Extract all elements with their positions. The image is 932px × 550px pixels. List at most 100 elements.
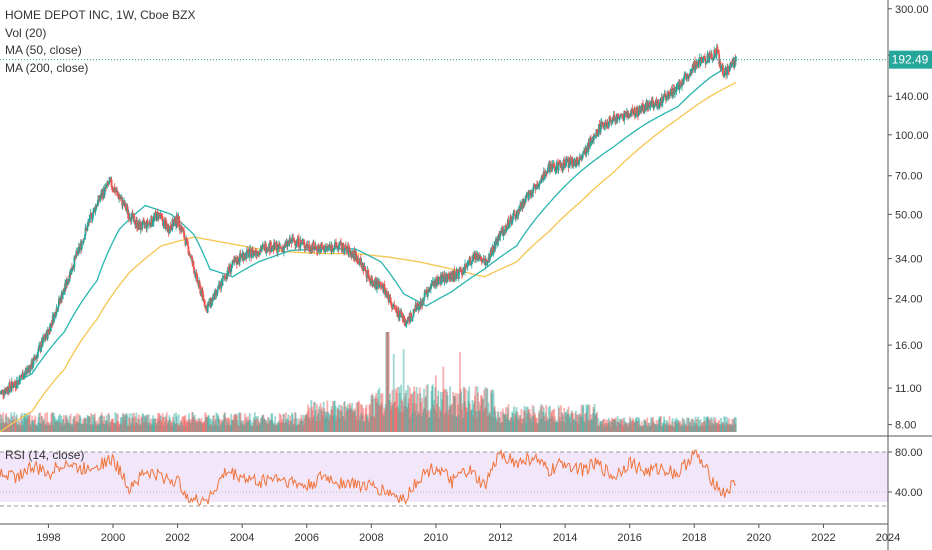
volume-bar xyxy=(728,418,731,432)
volume-bar xyxy=(245,419,248,432)
candle-body xyxy=(315,247,318,252)
candle-body xyxy=(126,206,129,215)
volume-bar xyxy=(537,422,540,432)
main-legend: HOME DEPOT INC, 1W, Cboe BZX Vol (20) MA… xyxy=(5,7,196,77)
volume-bar xyxy=(22,417,25,432)
volume-bar xyxy=(559,421,562,432)
volume-bar xyxy=(219,420,222,432)
volume-bar xyxy=(220,423,223,432)
volume-bar xyxy=(47,421,50,432)
volume-bar xyxy=(314,401,316,432)
volume-bar xyxy=(181,425,184,432)
candle-body xyxy=(299,239,302,247)
volume-bar xyxy=(257,419,260,432)
candle-body xyxy=(186,241,189,247)
candle-body xyxy=(134,224,137,226)
volume-bar xyxy=(666,424,669,432)
volume-bar xyxy=(483,408,486,432)
candle-body xyxy=(223,276,226,278)
volume-bar xyxy=(330,406,333,432)
candle-body xyxy=(22,377,25,380)
volume-bar xyxy=(283,422,286,432)
volume-bar xyxy=(477,410,480,432)
rsi-legend[interactable]: RSI (14, close) xyxy=(5,448,85,462)
volume-legend[interactable]: Vol (20) xyxy=(5,25,47,40)
volume-bar xyxy=(85,418,88,432)
volume-bar xyxy=(71,424,74,432)
volume-bar xyxy=(93,417,96,432)
volume-bar xyxy=(226,419,228,432)
candle-body xyxy=(32,358,35,366)
candle-body xyxy=(141,220,144,228)
volume-bar xyxy=(624,421,627,432)
volume-bar xyxy=(342,416,345,432)
candle-body xyxy=(4,389,7,394)
volume-bar xyxy=(518,419,520,432)
volume-bar xyxy=(116,413,119,432)
volume-bar xyxy=(514,417,517,432)
volume-bar xyxy=(588,405,591,432)
volume-bar xyxy=(543,415,546,432)
volume-bar xyxy=(304,415,306,432)
candle-body xyxy=(358,263,361,265)
volume-bar xyxy=(186,421,189,432)
volume-bar xyxy=(682,425,685,432)
volume-bar xyxy=(497,412,500,432)
candle-body xyxy=(57,306,60,310)
candle-body xyxy=(23,374,26,378)
candle-body xyxy=(248,248,251,254)
candle-body xyxy=(549,165,551,173)
ma200-legend[interactable]: MA (200, close) xyxy=(5,60,89,75)
volume-bar xyxy=(49,421,52,432)
volume-bar xyxy=(15,416,18,432)
candle-body xyxy=(441,275,443,283)
volume-bar xyxy=(501,421,504,432)
symbol-title[interactable]: HOME DEPOT INC, 1W, Cboe BZX xyxy=(5,8,196,22)
volume-bar xyxy=(710,419,713,432)
volume-bar xyxy=(258,422,261,432)
volume-bar xyxy=(297,418,300,432)
volume-bar xyxy=(128,417,130,432)
volume-bar xyxy=(589,420,592,432)
candle-body xyxy=(211,297,214,303)
candle-body xyxy=(446,273,449,282)
candle-body xyxy=(728,70,731,72)
volume-bar xyxy=(488,411,491,432)
volume-bar xyxy=(438,407,441,432)
volume-bar xyxy=(116,421,119,432)
volume-bars xyxy=(0,332,737,432)
volume-bar xyxy=(412,403,415,432)
volume-bar xyxy=(408,387,411,432)
candle-body xyxy=(668,92,671,95)
candle-body xyxy=(405,323,407,326)
candle-body xyxy=(310,246,313,249)
volume-bar xyxy=(727,424,730,432)
volume-bar xyxy=(481,399,484,432)
volume-bar xyxy=(202,423,205,432)
volume-bar xyxy=(431,385,434,432)
ma50-legend[interactable]: MA (50, close) xyxy=(5,43,82,57)
volume-bar xyxy=(527,409,530,432)
candle-body xyxy=(459,270,462,271)
volume-bar xyxy=(535,422,538,432)
volume-bar xyxy=(178,425,181,432)
volume-bar xyxy=(240,421,243,432)
volume-bar xyxy=(389,409,392,432)
candle-body xyxy=(511,221,514,224)
volume-bar xyxy=(330,409,332,432)
volume-bar xyxy=(305,414,308,432)
candle-body xyxy=(22,373,24,380)
volume-bar xyxy=(517,418,520,432)
volume-bar xyxy=(534,414,536,432)
candles-layer xyxy=(0,43,737,400)
volume-bar xyxy=(452,391,455,432)
volume-bar xyxy=(4,422,6,432)
volume-bar xyxy=(660,425,663,432)
price-tick-label: 24.00 xyxy=(895,294,923,306)
volume-bar xyxy=(143,416,146,432)
volume-bar xyxy=(316,416,319,432)
volume-bar xyxy=(656,424,659,432)
candle-body xyxy=(651,100,654,102)
candle-body xyxy=(313,245,316,250)
